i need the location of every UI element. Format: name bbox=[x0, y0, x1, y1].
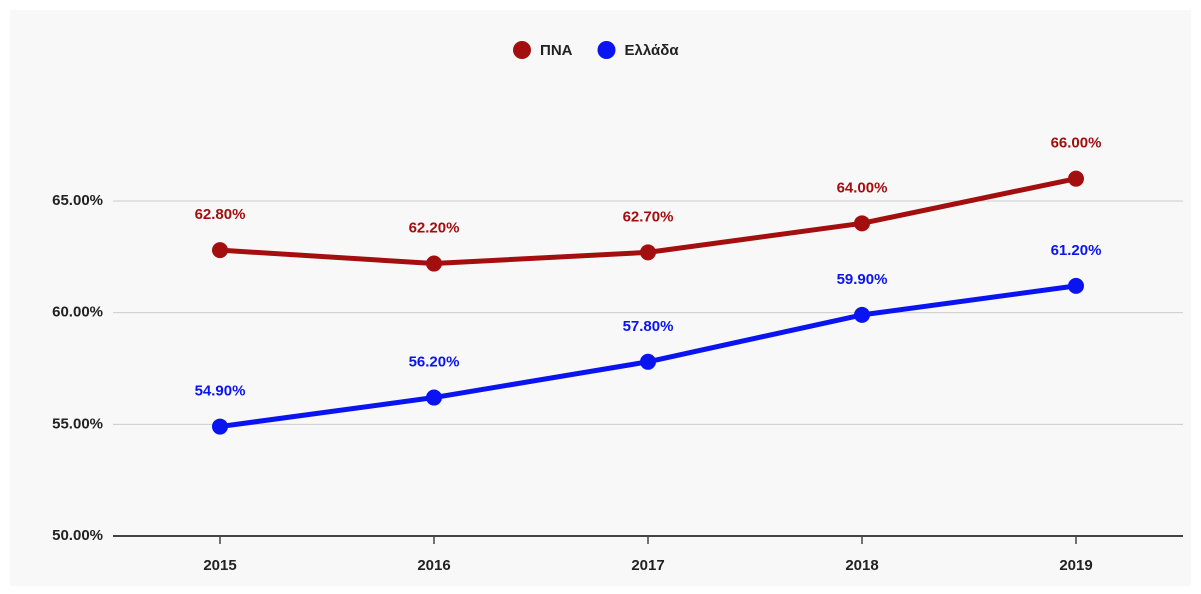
data-label: 57.80% bbox=[623, 318, 674, 335]
legend-label: ΠΝΑ bbox=[540, 42, 573, 59]
data-point bbox=[1068, 277, 1084, 294]
y-tick-label: 65.00% bbox=[52, 192, 103, 209]
legend-label: Ελλάδα bbox=[625, 42, 680, 59]
data-label: 62.80% bbox=[195, 206, 246, 223]
x-tick-label: 2017 bbox=[631, 557, 664, 574]
data-label: 66.00% bbox=[1051, 135, 1102, 152]
data-point bbox=[1068, 170, 1084, 187]
x-tick-label: 2019 bbox=[1059, 557, 1092, 574]
data-label: 56.20% bbox=[409, 354, 460, 371]
legend-marker bbox=[597, 41, 616, 59]
data-label: 62.70% bbox=[623, 208, 674, 225]
data-label: 61.20% bbox=[1051, 242, 1102, 259]
data-point bbox=[854, 306, 870, 323]
data-point bbox=[426, 389, 442, 406]
data-point bbox=[854, 215, 870, 232]
data-label: 54.90% bbox=[195, 383, 246, 400]
legend-marker bbox=[513, 41, 531, 59]
x-tick-label: 2018 bbox=[845, 557, 878, 574]
data-point bbox=[426, 255, 442, 272]
data-point bbox=[212, 418, 228, 435]
x-tick-label: 2015 bbox=[203, 557, 236, 574]
data-point bbox=[640, 353, 656, 370]
data-point bbox=[640, 244, 656, 261]
data-label: 62.20% bbox=[409, 220, 460, 237]
y-tick-label: 50.00% bbox=[52, 527, 103, 544]
chart-background bbox=[10, 10, 1191, 586]
data-label: 64.00% bbox=[837, 179, 888, 196]
y-tick-label: 55.00% bbox=[52, 415, 103, 432]
data-label: 59.90% bbox=[837, 271, 888, 288]
x-tick-label: 2016 bbox=[417, 557, 450, 574]
y-tick-label: 60.00% bbox=[52, 304, 103, 321]
data-point bbox=[212, 242, 228, 259]
